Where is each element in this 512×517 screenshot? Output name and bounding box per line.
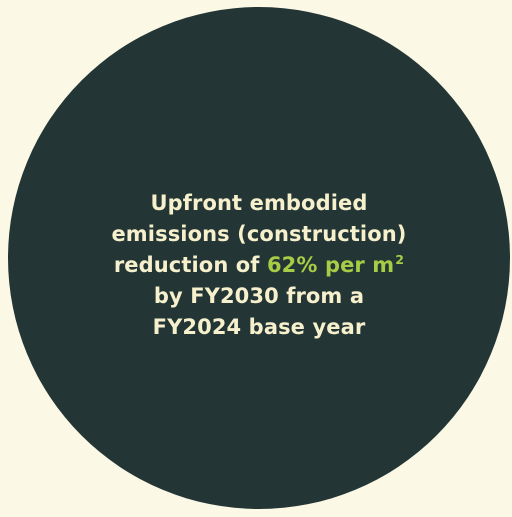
statement-line-5: FY2024 base year [152, 315, 366, 339]
statement-line-1: Upfront embodied [150, 191, 368, 215]
statement-line-3: reduction of 62% per m2 [49, 250, 469, 281]
statement-circle: Upfront embodied emissions (construction… [8, 7, 510, 509]
statement-text: Upfront embodied emissions (construction… [49, 188, 469, 343]
statement-line-2: emissions (construction) [111, 222, 407, 246]
reduction-target-value: 62% per m [266, 253, 395, 277]
square-meter-superscript: 2 [395, 252, 405, 267]
reduction-target-highlight: 62% per m2 [267, 253, 404, 277]
reduction-prefix: reduction of [113, 253, 260, 277]
statement-line-4: by FY2030 from a [153, 284, 365, 308]
